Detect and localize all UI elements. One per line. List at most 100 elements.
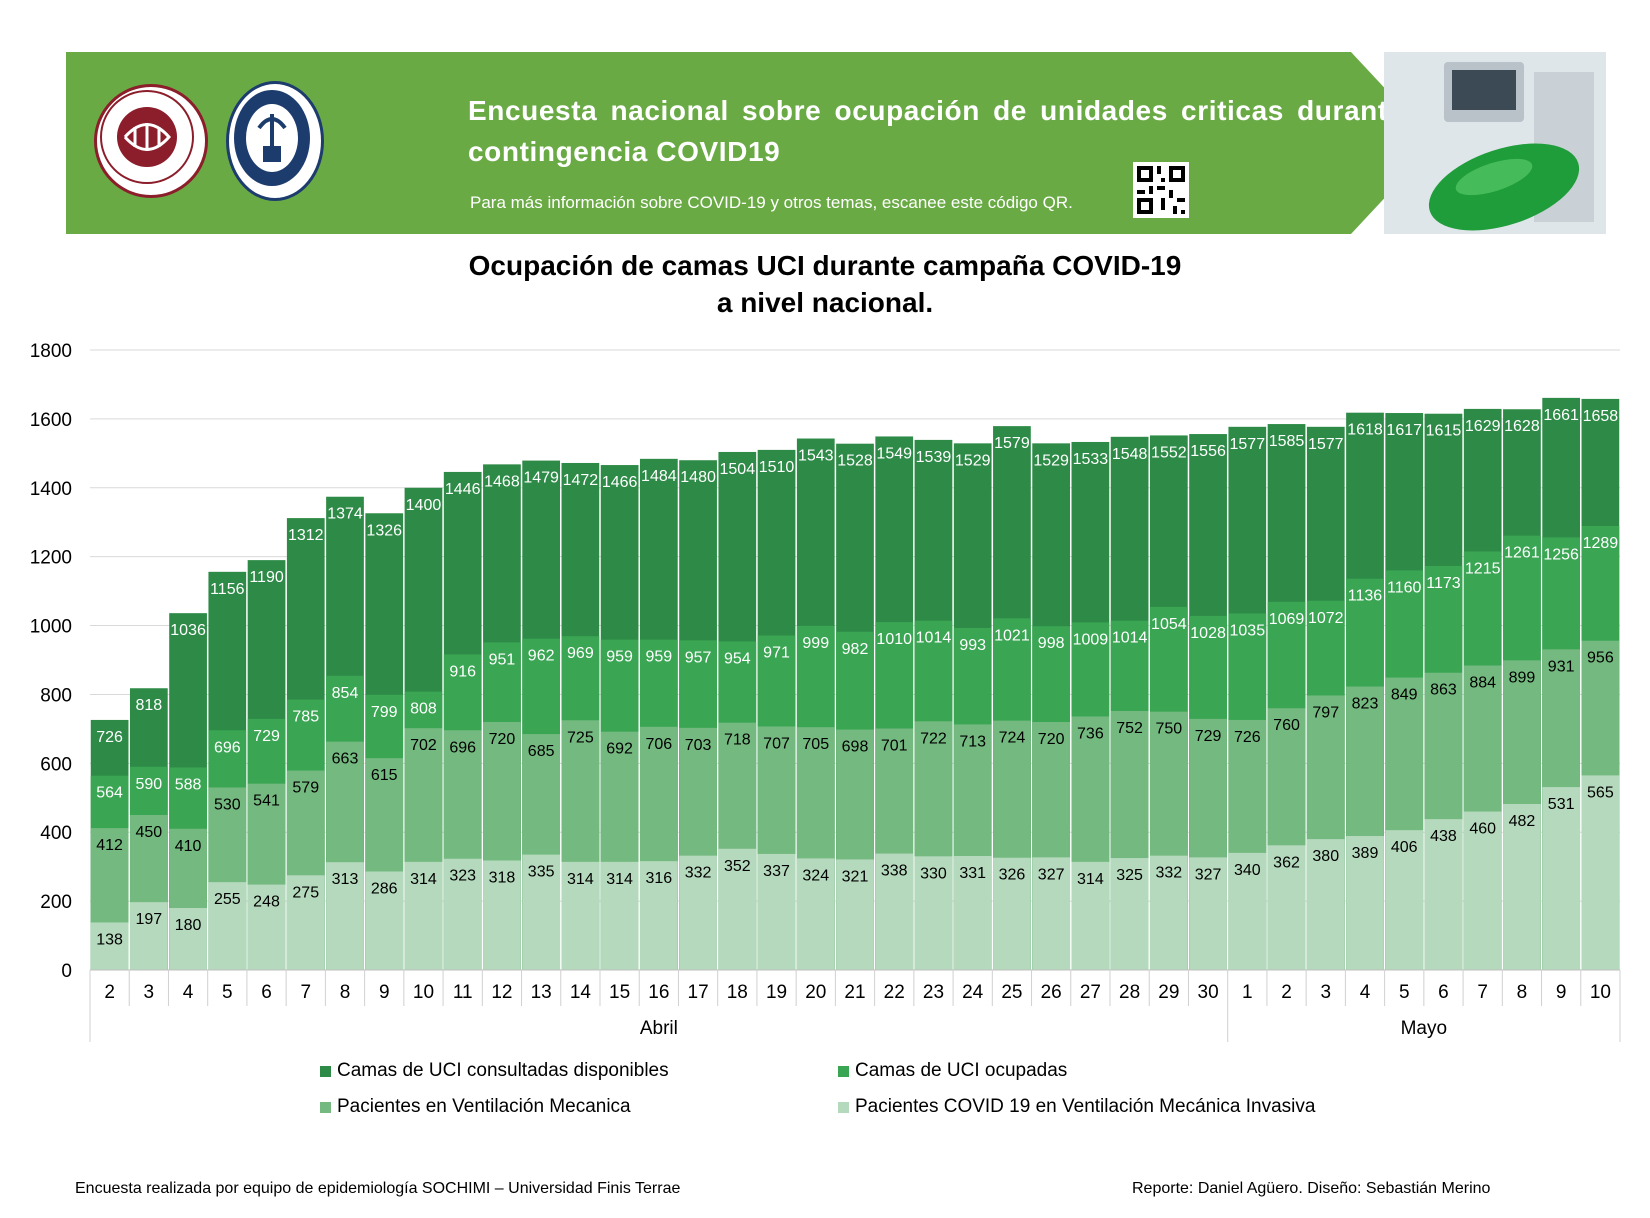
data-label: 323 [449,868,476,885]
x-tick-label: 28 [1119,982,1140,1003]
x-tick-label: 4 [1360,982,1371,1003]
x-tick-label: 27 [1080,982,1101,1003]
data-label: 564 [96,785,123,802]
data-label: 248 [253,894,280,911]
x-tick-label: 7 [300,982,311,1003]
x-tick-label: 3 [144,982,155,1003]
data-label: 275 [292,884,319,901]
data-label: 729 [253,728,280,745]
bar-segment [129,902,168,970]
bar-segment [1385,830,1424,970]
data-label: 1028 [1190,625,1226,642]
data-label: 863 [1430,682,1457,699]
data-label: 1529 [955,452,991,469]
data-label: 340 [1234,862,1261,879]
data-label: 1479 [523,470,559,487]
x-tick-label: 9 [379,982,390,1003]
data-label: 326 [999,867,1026,884]
data-label: 1548 [1112,446,1148,463]
x-tick-label: 9 [1556,982,1567,1003]
data-label: 663 [332,751,359,768]
data-label: 180 [175,917,202,934]
data-label: 854 [332,685,359,702]
data-label: 818 [135,697,162,714]
data-label: 752 [1116,720,1143,737]
x-tick-label: 10 [1590,982,1611,1003]
data-label: 1289 [1583,535,1619,552]
data-label: 1156 [210,581,245,598]
data-label: 1528 [837,453,873,470]
data-label: 314 [1077,871,1104,888]
bar-segment [1032,857,1071,970]
data-label: 1577 [1308,436,1344,453]
banner-subtitle: Para más información sobre COVID-19 y ot… [470,193,1073,212]
y-tick-label: 1000 [30,617,72,638]
data-label: 899 [1509,669,1536,686]
legend-item-ventilacion: Pacientes en Ventilación Mecanica [320,1096,631,1118]
data-label: 982 [842,641,869,658]
data-label: 138 [96,931,123,948]
data-label: 332 [685,865,712,882]
x-tick-label: 10 [413,982,434,1003]
legend-swatch [320,1101,331,1113]
data-label: 1629 [1465,418,1501,435]
chart-legend: Camas de UCI consultadas disponibles Cam… [0,1060,1650,1140]
legend-label: Pacientes COVID 19 en Ventilación Mecáni… [855,1096,1316,1117]
data-label: 1014 [916,630,952,647]
data-label: 1617 [1386,422,1422,439]
bar-segment [1581,775,1620,970]
x-tick-label: 7 [1477,982,1488,1003]
legend-swatch [320,1065,331,1077]
bar-segment [1071,861,1110,970]
data-label: 785 [292,709,319,726]
bar-segment [1149,855,1188,970]
x-tick-label: 3 [1320,982,1331,1003]
data-label: 337 [763,863,790,880]
bar-segment [718,848,757,970]
x-tick-label: 15 [609,982,630,1003]
data-label: 1504 [720,461,756,478]
data-label: 579 [292,780,319,797]
data-label: 332 [1155,865,1182,882]
data-label: 313 [332,871,359,888]
data-label: 1618 [1347,422,1383,439]
banner-background [66,52,1436,234]
data-label: 330 [920,865,947,882]
data-label: 707 [763,735,790,752]
data-label: 696 [214,739,241,756]
legend-swatch [838,1065,849,1077]
y-tick-label: 0 [61,961,72,982]
data-label: 1446 [445,481,481,498]
data-label: 1069 [1269,611,1305,628]
x-tick-label: 20 [805,982,826,1003]
bar-segment [1189,857,1227,970]
data-label: 956 [1587,650,1614,667]
data-label: 736 [1077,725,1104,742]
bar-segment [679,855,717,970]
data-label: 1472 [563,472,599,489]
data-label: 726 [96,729,123,746]
data-label: 255 [214,891,241,908]
data-label: 808 [410,701,437,718]
legend-label: Camas de UCI ocupadas [855,1060,1068,1081]
x-tick-label: 22 [884,982,905,1003]
data-label: 314 [410,871,437,888]
bar-segment [443,858,482,970]
sochimi-logo [94,84,208,198]
data-label: 999 [802,635,829,652]
data-label: 720 [489,731,516,748]
data-label: 327 [1195,866,1222,883]
footer-credit-right: Reporte: Daniel Agüero. Diseño: Sebastiá… [1132,1180,1491,1197]
data-label: 720 [1038,731,1065,748]
data-label: 724 [999,730,1026,747]
data-label: 1312 [288,527,324,544]
footer-credit-left: Encuesta realizada por equipo de epidemi… [75,1180,681,1197]
x-tick-label: 21 [844,982,865,1003]
bar-segment [1424,819,1463,970]
data-label: 916 [449,663,476,680]
data-label: 1468 [484,473,520,490]
data-label: 725 [567,729,594,746]
icu-photo [1384,52,1606,234]
data-label: 530 [214,796,241,813]
data-label: 321 [842,868,869,885]
